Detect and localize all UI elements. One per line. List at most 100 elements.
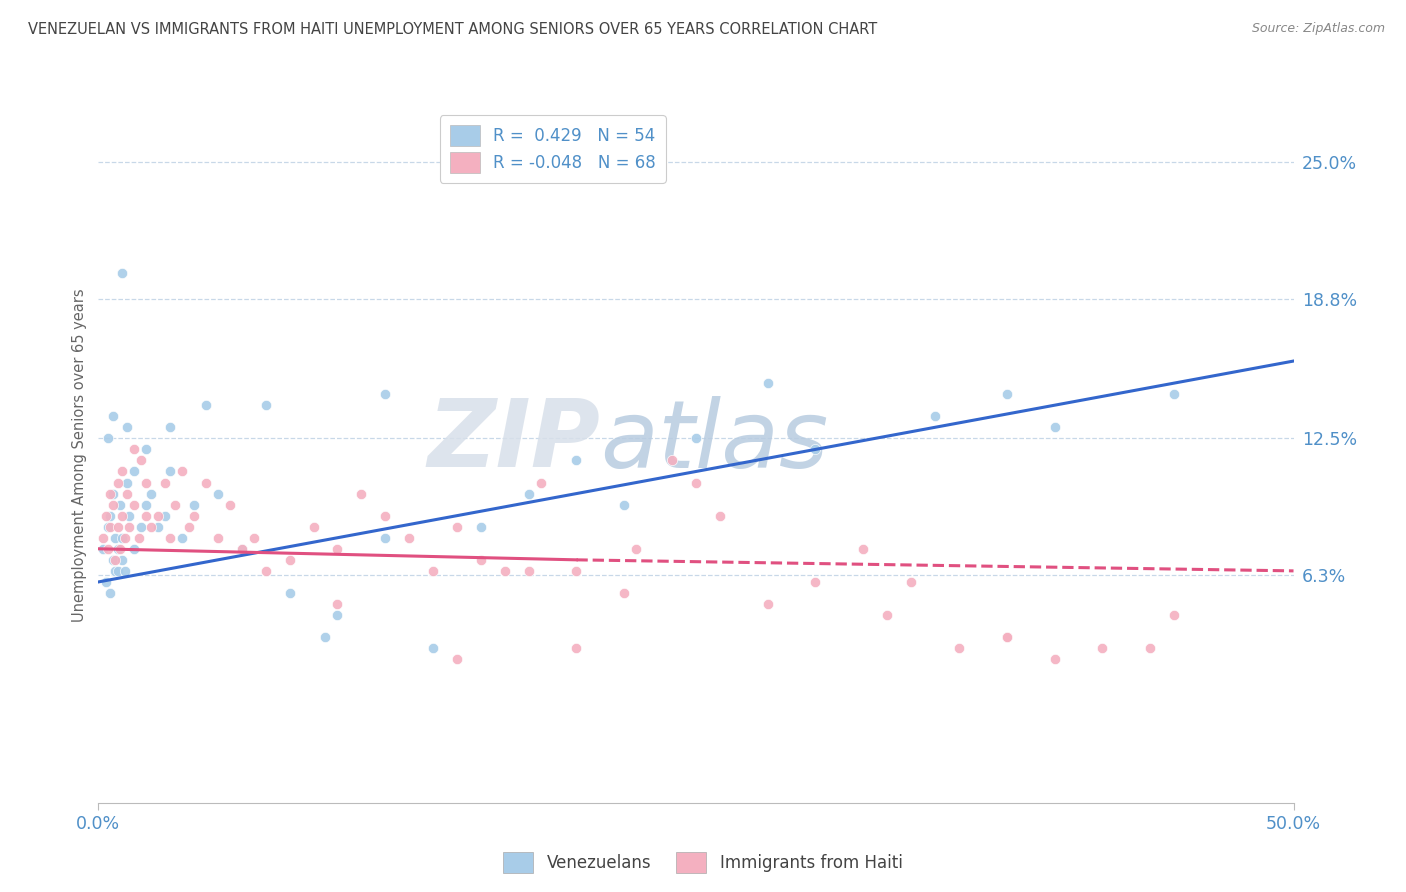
Point (517, 486, 540, 500)
Point (163, 498, 186, 512)
Point (1091, 641, 1114, 656)
Text: atlas: atlas (600, 395, 828, 486)
Point (350, 486, 373, 500)
Point (613, 498, 636, 512)
Point (108, 541, 131, 556)
Point (111, 531, 134, 545)
Point (118, 508, 141, 523)
Point (115, 420, 138, 434)
Point (91, 531, 114, 545)
Text: VENEZUELAN VS IMMIGRANTS FROM HAITI UNEMPLOYMENT AMONG SENIORS OVER 65 YEARS COR: VENEZUELAN VS IMMIGRANTS FROM HAITI UNEM… (28, 22, 877, 37)
Point (924, 409, 946, 424)
Point (111, 553, 134, 567)
Point (565, 453, 588, 467)
Point (97, 519, 120, 533)
Point (231, 541, 253, 556)
Point (107, 564, 129, 578)
Point (219, 498, 242, 512)
Point (118, 519, 141, 533)
Point (104, 564, 127, 578)
Point (159, 420, 181, 434)
Point (94, 508, 117, 523)
Point (155, 475, 177, 490)
Point (1043, 420, 1066, 434)
Point (661, 453, 683, 467)
Point (278, 586, 301, 600)
Point (1139, 641, 1161, 656)
Point (194, 475, 217, 490)
Point (107, 475, 129, 490)
Legend: R =  0.429   N = 54, R = -0.048   N = 68: R = 0.429 N = 54, R = -0.048 N = 68 (440, 115, 665, 183)
Point (876, 608, 898, 623)
Point (1043, 652, 1066, 666)
Point (302, 519, 325, 533)
Point (756, 376, 779, 391)
Point (207, 486, 229, 500)
Point (98, 486, 122, 500)
Point (398, 531, 420, 545)
Y-axis label: Unemployment Among Seniors over 65 years: Unemployment Among Seniors over 65 years (72, 288, 87, 622)
Point (115, 486, 138, 500)
Point (1163, 608, 1185, 623)
Point (565, 641, 588, 656)
Point (756, 597, 779, 611)
Point (446, 652, 468, 666)
Point (114, 531, 136, 545)
Point (995, 630, 1018, 644)
Point (139, 486, 162, 500)
Point (494, 564, 516, 578)
Point (995, 630, 1018, 644)
Point (135, 508, 157, 523)
Point (374, 531, 396, 545)
Point (183, 508, 205, 523)
Point (108, 498, 131, 512)
Point (98, 508, 122, 523)
Point (111, 508, 134, 523)
Point (254, 398, 277, 412)
Point (315, 630, 337, 644)
Point (104, 553, 127, 567)
Point (685, 431, 707, 445)
Point (685, 475, 707, 490)
Point (135, 475, 157, 490)
Point (148, 508, 170, 523)
Point (131, 453, 153, 467)
Point (326, 541, 349, 556)
Point (98, 519, 122, 533)
Point (124, 465, 146, 479)
Point (101, 553, 124, 567)
Point (124, 541, 146, 556)
Point (242, 531, 264, 545)
Point (529, 475, 551, 490)
Point (97, 431, 120, 445)
Point (470, 519, 492, 533)
Point (470, 553, 492, 567)
Point (446, 519, 468, 533)
Point (135, 498, 157, 512)
Point (115, 475, 138, 490)
Point (183, 498, 205, 512)
Point (155, 508, 177, 523)
Point (124, 498, 146, 512)
Point (172, 465, 194, 479)
Point (517, 564, 540, 578)
Point (159, 465, 181, 479)
Point (97, 541, 120, 556)
Point (128, 531, 150, 545)
Point (91, 541, 114, 556)
Point (124, 442, 146, 457)
Point (374, 387, 396, 401)
Point (131, 519, 153, 533)
Legend: Venezuelans, Immigrants from Haiti: Venezuelans, Immigrants from Haiti (496, 846, 910, 880)
Point (111, 465, 134, 479)
Point (709, 508, 731, 523)
Point (852, 541, 875, 556)
Point (107, 519, 129, 533)
Point (422, 564, 444, 578)
Point (135, 442, 157, 457)
Point (613, 586, 636, 600)
Point (422, 641, 444, 656)
Point (194, 398, 217, 412)
Text: Source: ZipAtlas.com: Source: ZipAtlas.com (1251, 22, 1385, 36)
Point (207, 531, 229, 545)
